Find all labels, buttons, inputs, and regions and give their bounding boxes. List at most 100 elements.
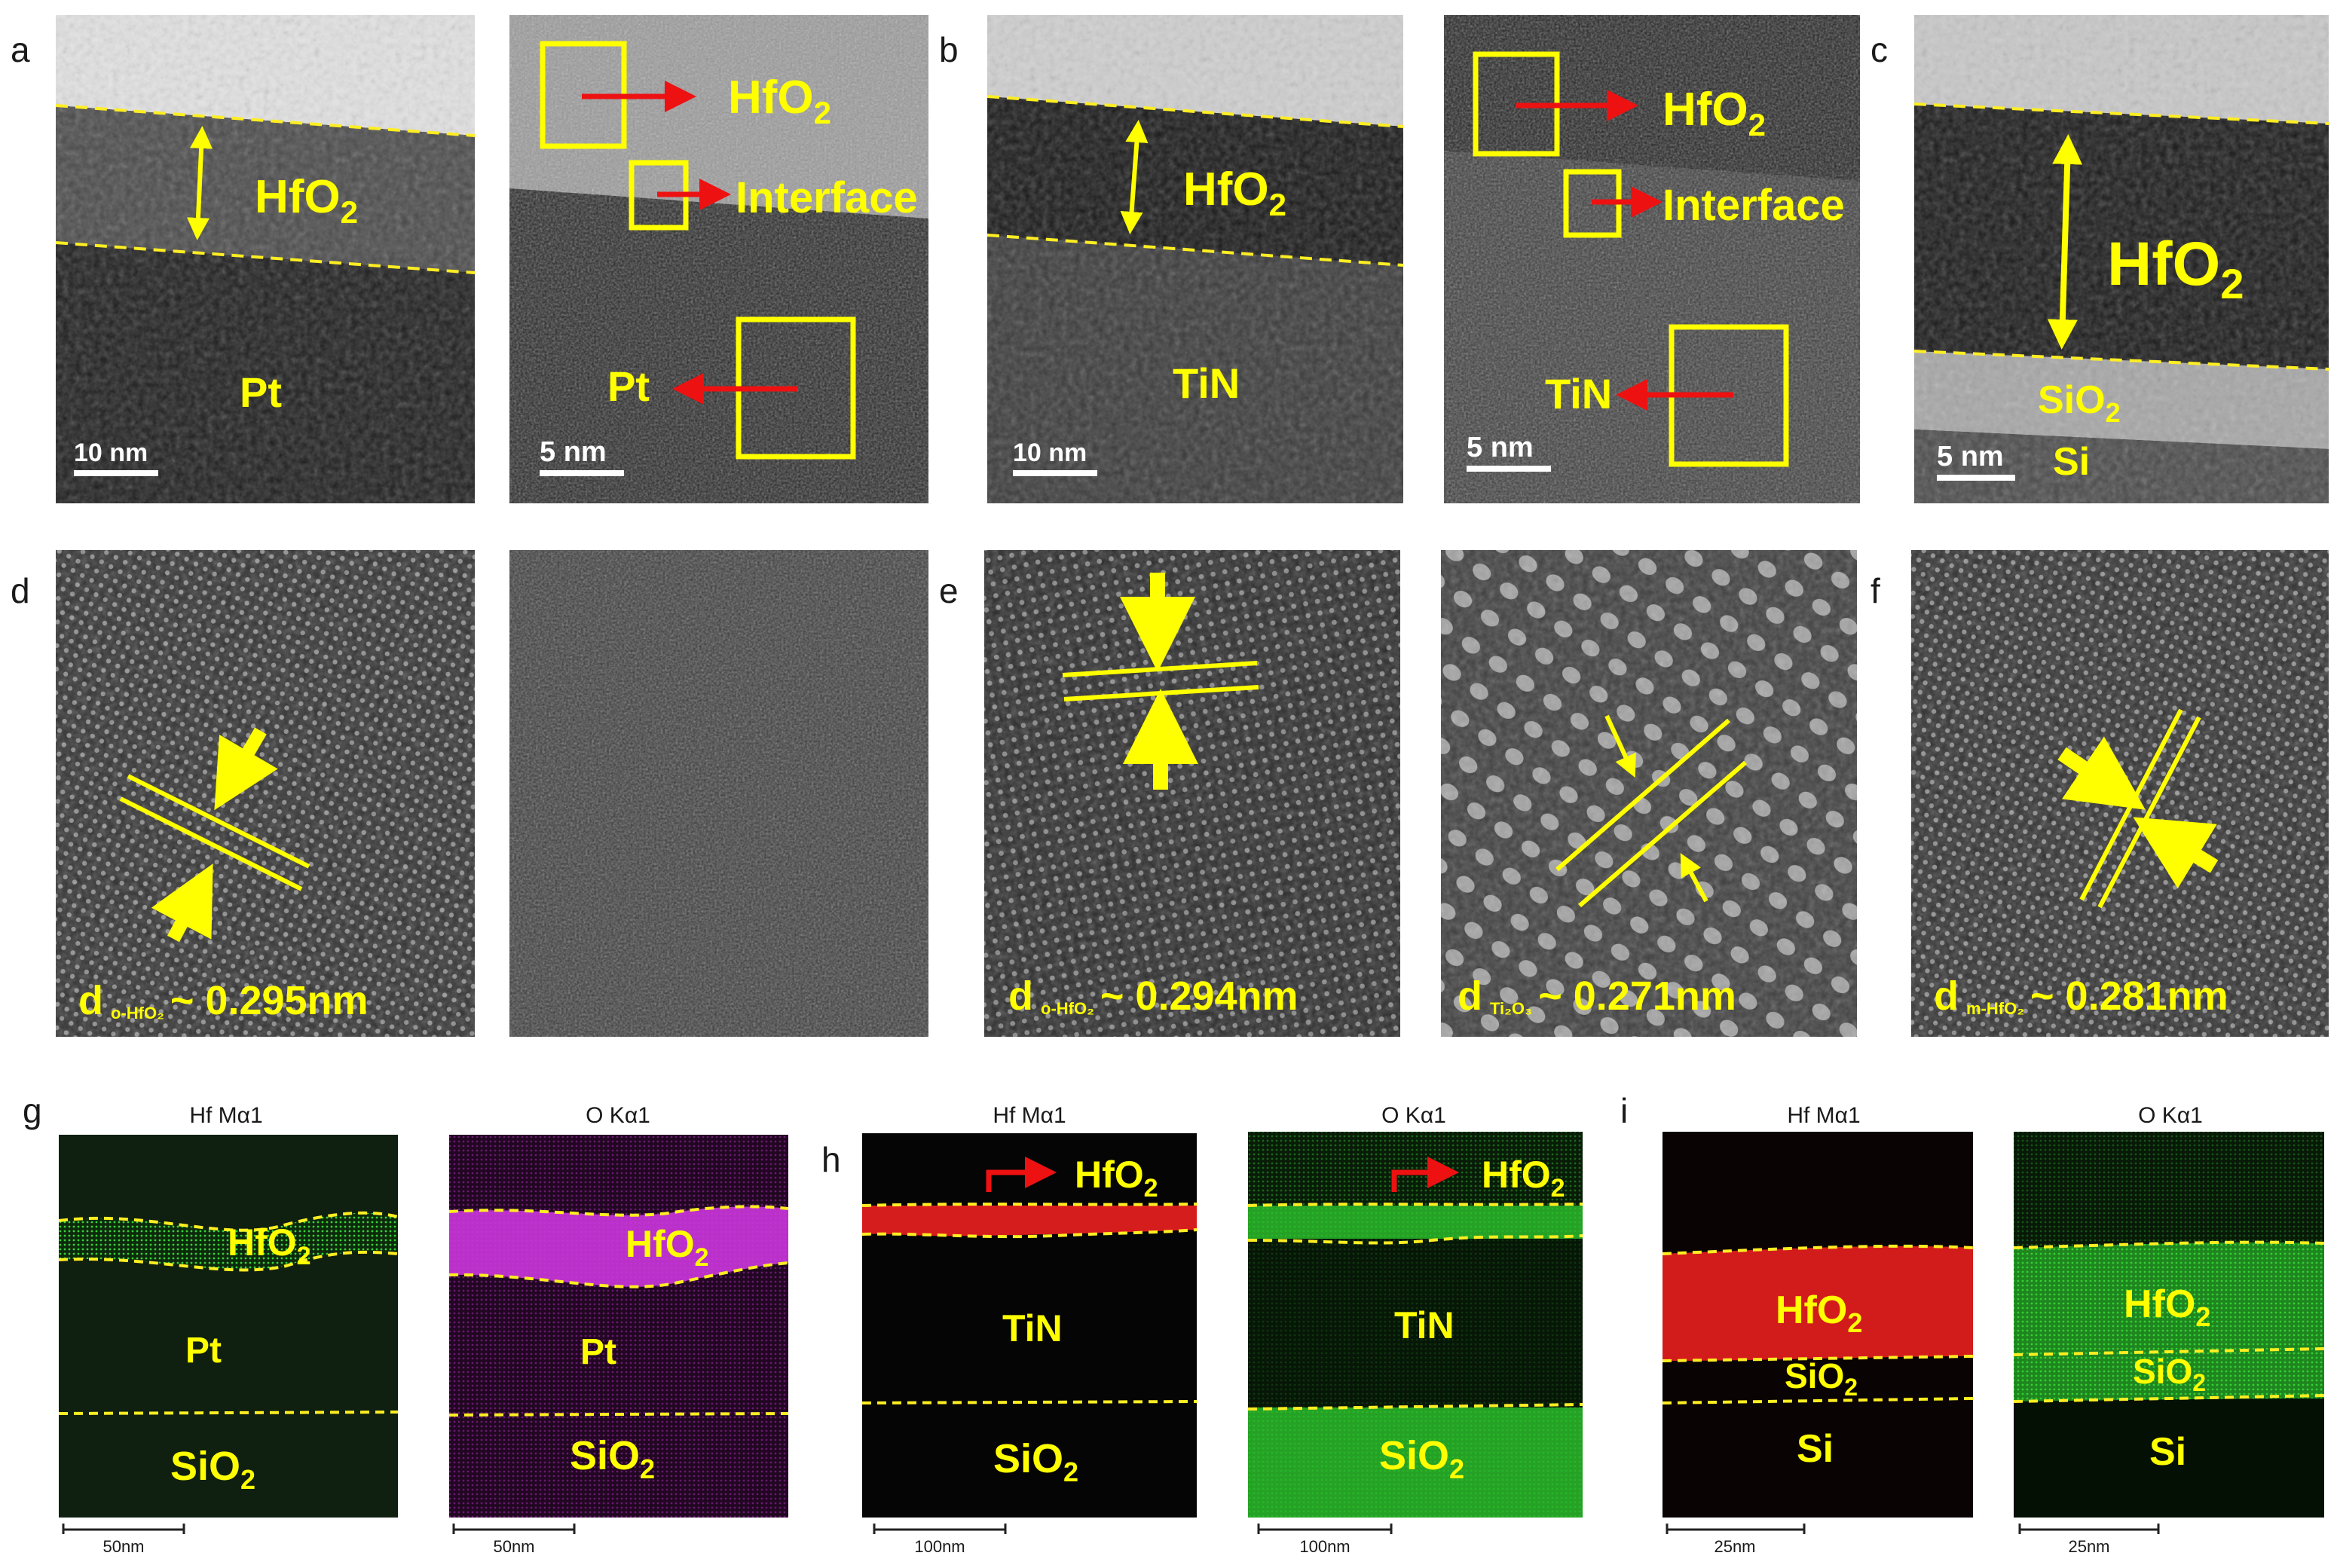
sio2-label: SiO (2038, 378, 2106, 422)
hfo2-subscript: 2 (814, 95, 831, 130)
svg-text:dm-HfO₂~ 0.281nm: d m-HfO₂ ~ 0.281nm (1934, 974, 2228, 1019)
tem-panel-b-zoom: HfO2 Interface TiN 5 nm (1444, 15, 1860, 503)
hrtem-panel-e-right: d Ti₂O₃ ~ 0.271nm (1441, 550, 1857, 1037)
map-title: Hf Mα1 (993, 1103, 1066, 1128)
sio2-label: SiO (1785, 1356, 1844, 1395)
panel-label-i: i (1620, 1091, 1628, 1130)
d-spacing-symbol: d (1008, 974, 1033, 1019)
hfo2-label: HfO (1183, 164, 1269, 215)
panel-label-a: a (11, 30, 30, 69)
hfo2-subscript: 2 (1748, 107, 1766, 142)
hfo2-label: HfO (255, 171, 341, 223)
hfo2-subscript: 2 (2220, 260, 2244, 307)
si-label: Si (1797, 1427, 1834, 1471)
panel-label-d: d (11, 571, 30, 610)
map-title: O Kα1 (2138, 1103, 2203, 1128)
hrtem-panel-d-right (509, 550, 928, 1037)
svg-text:HfO2: HfO2 (1482, 1154, 1565, 1203)
sio2-label: SiO (2133, 1352, 2192, 1391)
hfo2-subscript: 2 (2195, 1301, 2210, 1332)
d-spacing-value: ~ 0.271nm (1538, 974, 1736, 1019)
d-spacing-symbol: d (78, 978, 103, 1023)
svg-text:SiO2: SiO2 (570, 1433, 655, 1484)
eds-panel-i-hf: Hf Mα1 HfO2 SiO2 Si 25nm (1662, 1103, 1974, 1556)
scale-bar-label: 100nm (914, 1537, 965, 1556)
d-spacing-symbol: d (1934, 974, 1959, 1019)
svg-text:HfO2: HfO2 (255, 171, 358, 230)
pt-label: Pt (580, 1332, 616, 1372)
sio2-subscript: 2 (1844, 1374, 1858, 1401)
tem-panel-b-overview: HfO2 TiN 10 nm (986, 15, 1404, 503)
si-label: Si (2053, 440, 2090, 484)
svg-text:do-HfO₂~ 0.294nm: d o-HfO₂ ~ 0.294nm (1008, 974, 1299, 1019)
sio2-subscript: 2 (240, 1464, 255, 1495)
svg-text:HfO2: HfO2 (1663, 84, 1766, 142)
tin-label: TiN (1002, 1307, 1063, 1349)
hfo2-label: HfO (1075, 1154, 1144, 1196)
scale-bar-label: 5 nm (540, 436, 607, 468)
hfo2-subscript: 2 (1551, 1174, 1565, 1203)
svg-text:HfO2: HfO2 (626, 1223, 709, 1272)
scale-bar-label: 100nm (1299, 1537, 1350, 1556)
hfo2-label: HfO (228, 1221, 297, 1264)
interface-label: Interface (736, 173, 918, 222)
eds-panel-g-hf: Hf Mα1 HfO2 Pt SiO2 50nm (58, 1103, 399, 1556)
scale-bar-label: 25nm (1714, 1537, 1755, 1556)
hfo2-label: HfO (2124, 1282, 2195, 1326)
d-spacing-phase: m-HfO₂ (1966, 999, 2024, 1018)
eds-panel-h-hf: Hf Mα1 HfO2 TiN SiO2 100nm (861, 1103, 1198, 1556)
svg-text:HfO2: HfO2 (1776, 1288, 1862, 1338)
scale-bar-label: 5 nm (1467, 432, 1534, 463)
eds-panel-g-o: O Kα1 HfO2 Pt SiO2 50nm (448, 1103, 789, 1556)
panel-label-h: h (821, 1140, 841, 1179)
hfo2-subscript: 2 (695, 1243, 709, 1272)
hrtem-panel-e-left: d o-HfO₂ ~ 0.294nm (984, 550, 1400, 1037)
hfo2-label: HfO (1776, 1288, 1847, 1332)
panel-label-e: e (939, 571, 959, 610)
hfo2-subscript: 2 (341, 194, 358, 230)
sio2-label: SiO (170, 1444, 240, 1489)
svg-text:HfO2: HfO2 (228, 1221, 311, 1270)
tem-panel-a-overview: HfO2 Pt 10 nm (55, 15, 476, 503)
tin-label: TiN (1173, 359, 1240, 407)
tem-panel-a-zoom: HfO2 Interface Pt 5 nm (509, 15, 928, 503)
svg-text:SiO2: SiO2 (2133, 1352, 2206, 1396)
hfo2-label: HfO (1663, 84, 1748, 136)
panel-label-b: b (939, 30, 959, 69)
svg-text:HfO2: HfO2 (1075, 1154, 1158, 1203)
pt-label: Pt (607, 362, 650, 410)
sio2-subscript: 2 (2106, 397, 2121, 428)
scale-bar-label: 25nm (2068, 1537, 2109, 1556)
d-spacing-symbol: d (1458, 974, 1482, 1019)
hfo2-label: HfO (1482, 1154, 1551, 1196)
sio2-subscript: 2 (2192, 1369, 2206, 1396)
interface-label: Interface (1663, 181, 1845, 230)
map-title: Hf Mα1 (189, 1103, 262, 1128)
svg-text:HfO2: HfO2 (1183, 164, 1286, 222)
hfo2-subscript: 2 (297, 1242, 311, 1270)
pt-label: Pt (240, 368, 282, 416)
pt-label: Pt (185, 1331, 222, 1371)
svg-text:do-HfO₂~ 0.295nm: d o-HfO₂ ~ 0.295nm (78, 978, 369, 1023)
scale-bar-label: 50nm (102, 1537, 144, 1556)
scale-bar-label: 5 nm (1937, 441, 2004, 472)
hfo2-subscript: 2 (1269, 187, 1286, 222)
svg-text:SiO2: SiO2 (1379, 1433, 1464, 1484)
hfo2-subscript: 2 (1847, 1307, 1862, 1338)
hfo2-subscript: 2 (1144, 1174, 1158, 1203)
d-spacing-value: ~ 0.295nm (170, 978, 369, 1023)
sio2-subscript: 2 (1063, 1456, 1078, 1487)
d-spacing-value: ~ 0.294nm (1100, 974, 1299, 1019)
svg-text:SiO2: SiO2 (1785, 1356, 1858, 1401)
d-spacing-phase: Ti₂O₃ (1490, 999, 1532, 1018)
hrtem-panel-d-left: d o-HfO₂ ~ 0.295nm (56, 550, 475, 1037)
svg-text:SiO2: SiO2 (170, 1444, 255, 1495)
panel-label-g: g (23, 1091, 42, 1130)
scale-bar-label: 10 nm (1013, 439, 1087, 467)
map-title: O Kα1 (1381, 1103, 1446, 1128)
eds-panel-h-o: O Kα1 HfO2 TiN SiO2 100nm (1247, 1103, 1583, 1556)
svg-text:HfO2: HfO2 (728, 72, 831, 130)
sio2-label: SiO (993, 1436, 1063, 1481)
